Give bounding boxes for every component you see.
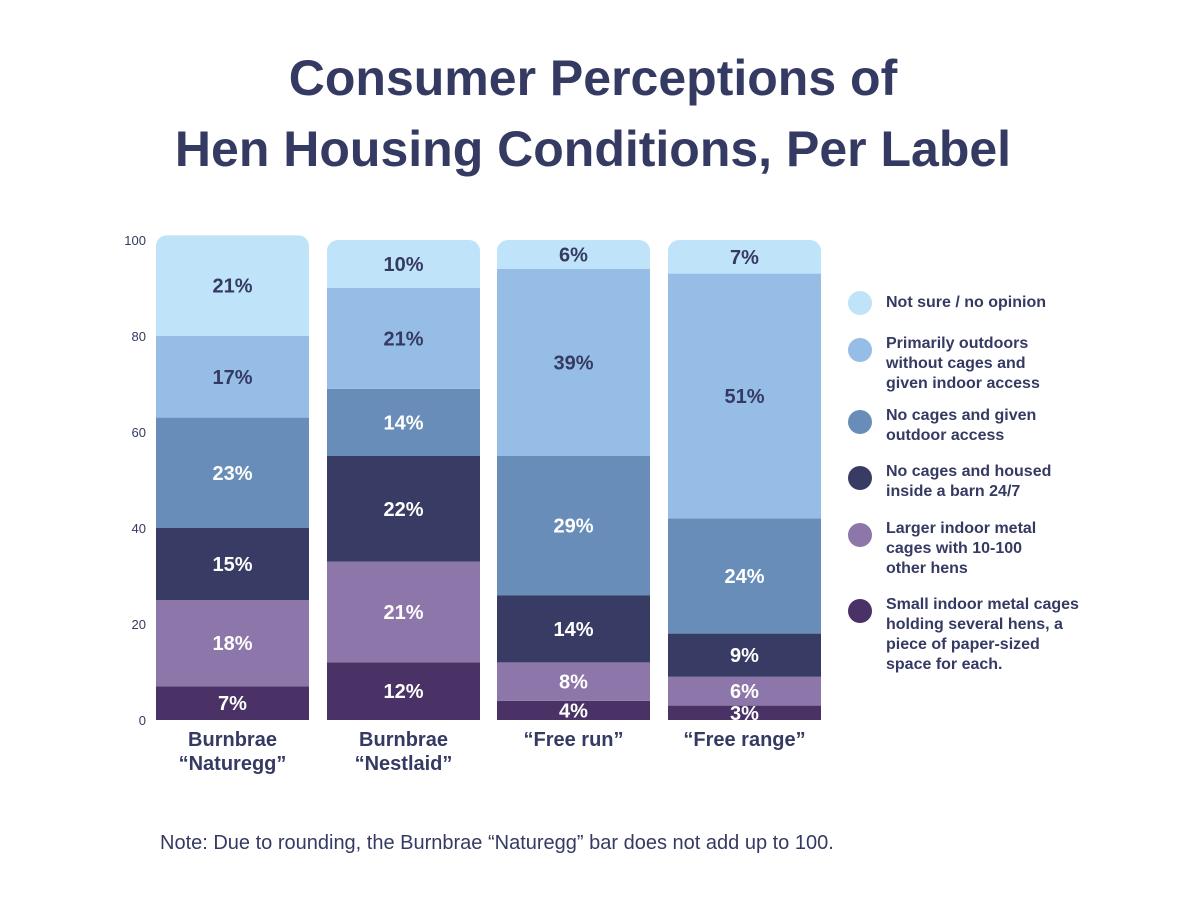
data-label: 7% bbox=[730, 247, 759, 269]
x-tick-label: Burnbrae “Naturegg” bbox=[179, 729, 287, 775]
y-axis: 0 20 40 60 80 100 bbox=[124, 233, 146, 728]
bar-stack-labels: 7% 18% 15% 23% 17% 21% bbox=[212, 276, 252, 716]
data-label: 12% bbox=[383, 681, 423, 703]
legend-label: Small indoor metal cages holding several … bbox=[886, 596, 1079, 673]
bar-segment bbox=[497, 456, 650, 596]
x-axis: Burnbrae “Naturegg” Burnbrae “Nestlaid” “Fre… bbox=[179, 729, 806, 775]
bar-segment bbox=[668, 633, 821, 677]
bar-segment bbox=[668, 705, 821, 720]
bar-segment bbox=[327, 388, 480, 456]
legend-item: Small indoor metal cages holding several … bbox=[848, 596, 1079, 673]
x-tick-label: “Free run” bbox=[523, 729, 623, 751]
data-label: 15% bbox=[212, 554, 252, 576]
bar-segment bbox=[497, 268, 650, 456]
bar-segment bbox=[156, 686, 309, 720]
legend-swatch bbox=[848, 410, 872, 434]
legend-swatch bbox=[848, 338, 872, 362]
legend-label: Primarily outdoors without cages and given… bbox=[885, 335, 1040, 392]
data-label: 21% bbox=[212, 276, 252, 298]
data-label: 7% bbox=[218, 693, 247, 715]
y-tick-label: 80 bbox=[132, 329, 146, 344]
y-tick-label: 60 bbox=[132, 425, 146, 440]
chart-title-line-1: Consumer Perceptions of bbox=[289, 50, 898, 106]
legend-label: Larger indoor metal cages with 10-100 othe… bbox=[886, 520, 1036, 577]
bar-stack-labels: 4% 8% 14% 29% 39% 6% bbox=[553, 244, 593, 722]
y-tick-label: 100 bbox=[124, 233, 146, 248]
bar-segment bbox=[156, 417, 309, 528]
bar-stack bbox=[668, 240, 821, 720]
bar-stack-labels: 12% 21% 22% 14% 21% 10% bbox=[383, 254, 423, 703]
bar-segment bbox=[668, 676, 821, 706]
bar-segment bbox=[497, 662, 650, 701]
bar-segment bbox=[156, 235, 309, 336]
legend-label: No cages and housed inside a barn 24/7 bbox=[886, 463, 1051, 500]
legend-item: Primarily outdoors without cages and given… bbox=[848, 335, 1040, 392]
legend-label: Not sure / no opinion bbox=[886, 294, 1046, 311]
data-label: 6% bbox=[730, 681, 759, 703]
bar-segment bbox=[497, 240, 650, 269]
legend-item: Larger indoor metal cages with 10-100 othe… bbox=[848, 520, 1036, 577]
data-label: 14% bbox=[553, 619, 593, 641]
legend-swatch bbox=[848, 599, 872, 623]
footnote: Note: Due to rounding, the Burnbrae “Nat… bbox=[160, 832, 834, 854]
legend-swatch bbox=[848, 466, 872, 490]
data-label: 18% bbox=[212, 633, 252, 655]
bar-stack bbox=[327, 240, 480, 720]
bar-stack-labels: 3%6% 9% 24% 51% 7% bbox=[724, 247, 764, 725]
bar-segment bbox=[327, 240, 480, 288]
data-label: 10% bbox=[383, 254, 423, 276]
bar-segment bbox=[156, 528, 309, 600]
x-tick-label: “Free range” bbox=[683, 729, 805, 751]
data-label: 3% bbox=[730, 703, 759, 725]
data-label: 14% bbox=[383, 412, 423, 434]
bar-segment bbox=[156, 600, 309, 687]
y-tick-label: 20 bbox=[132, 617, 146, 632]
bars-group: 7% 18% 15% 23% 17% 21% 12% 21% 22% 14% 21% 10% 4% 8% 1… bbox=[156, 235, 821, 725]
bar-segment bbox=[668, 273, 821, 519]
data-label: 21% bbox=[383, 328, 423, 350]
bar-segment bbox=[156, 336, 309, 418]
data-label: 29% bbox=[553, 516, 593, 538]
legend-label: No cages and given outdoor access bbox=[886, 407, 1036, 444]
bar-stack bbox=[156, 235, 309, 720]
bar-segment bbox=[327, 662, 480, 720]
bar-segment bbox=[327, 561, 480, 663]
legend-swatch bbox=[848, 523, 872, 547]
legend-item: Not sure / no opinion bbox=[848, 291, 1046, 315]
legend-item: No cages and given outdoor access bbox=[848, 407, 1036, 444]
legend-swatch bbox=[848, 291, 872, 315]
data-label: 22% bbox=[383, 499, 423, 521]
data-label: 24% bbox=[724, 566, 764, 588]
legend: Not sure / no opinion Primarily outdoors w… bbox=[848, 291, 1079, 673]
y-tick-label: 0 bbox=[139, 713, 146, 728]
data-label: 23% bbox=[212, 463, 252, 485]
bar-stack bbox=[497, 240, 650, 720]
bar-segment bbox=[497, 595, 650, 663]
bar-segment bbox=[668, 518, 821, 634]
bar-segment bbox=[497, 700, 650, 720]
data-label: 21% bbox=[383, 602, 423, 624]
legend-item: No cages and housed inside a barn 24/7 bbox=[848, 463, 1051, 500]
data-label: 9% bbox=[730, 645, 759, 667]
data-label: 17% bbox=[212, 367, 252, 389]
data-label: 6% bbox=[559, 244, 588, 266]
x-tick-label: Burnbrae “Nestlaid” bbox=[355, 729, 453, 775]
bar-segment bbox=[668, 240, 821, 274]
data-label: 8% bbox=[559, 672, 588, 694]
data-label: 4% bbox=[559, 700, 588, 722]
chart-title-line-2: Hen Housing Conditions, Per Label bbox=[175, 121, 1011, 177]
bar-segment bbox=[327, 288, 480, 389]
y-tick-label: 40 bbox=[132, 521, 146, 536]
bar-segment bbox=[327, 456, 480, 562]
data-label: 39% bbox=[553, 352, 593, 374]
data-label: 51% bbox=[724, 386, 764, 408]
